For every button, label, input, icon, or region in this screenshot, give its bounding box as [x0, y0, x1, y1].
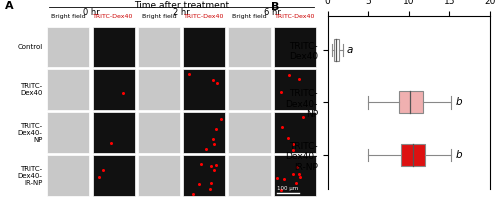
FancyBboxPatch shape [183, 155, 226, 196]
FancyBboxPatch shape [47, 27, 90, 67]
Text: TRITC-Dex40: TRITC-Dex40 [94, 14, 134, 19]
FancyBboxPatch shape [92, 27, 134, 67]
Text: Control: Control [17, 44, 42, 50]
Text: Bright field: Bright field [142, 14, 176, 19]
FancyBboxPatch shape [92, 112, 134, 153]
FancyBboxPatch shape [92, 155, 134, 196]
FancyBboxPatch shape [228, 27, 270, 67]
Text: A: A [5, 1, 14, 11]
Text: a: a [347, 45, 354, 55]
Text: 100 μm: 100 μm [278, 186, 298, 191]
Text: b: b [456, 150, 462, 160]
Text: TRITC-Dex40: TRITC-Dex40 [184, 14, 224, 19]
Text: TRITC-Dex40: TRITC-Dex40 [274, 14, 315, 19]
FancyBboxPatch shape [399, 91, 423, 113]
Text: TRITC-
Dex40: TRITC- Dex40 [20, 83, 42, 96]
FancyBboxPatch shape [92, 70, 134, 110]
FancyBboxPatch shape [47, 70, 90, 110]
Text: B: B [270, 2, 279, 12]
FancyBboxPatch shape [138, 112, 180, 153]
FancyBboxPatch shape [228, 112, 270, 153]
FancyBboxPatch shape [138, 155, 180, 196]
Text: Time after treatment: Time after treatment [134, 1, 229, 10]
Text: Bright field: Bright field [51, 14, 86, 19]
FancyBboxPatch shape [274, 27, 316, 67]
Text: 2 hr: 2 hr [173, 8, 190, 17]
FancyBboxPatch shape [274, 70, 316, 110]
FancyBboxPatch shape [274, 155, 316, 196]
Text: 0 hr: 0 hr [82, 8, 100, 17]
FancyBboxPatch shape [183, 112, 226, 153]
FancyBboxPatch shape [334, 39, 339, 61]
FancyBboxPatch shape [274, 112, 316, 153]
FancyBboxPatch shape [228, 70, 270, 110]
Text: TRITC-
Dex40-
IR-NP: TRITC- Dex40- IR-NP [18, 165, 42, 186]
FancyBboxPatch shape [47, 112, 90, 153]
Text: b: b [456, 98, 462, 107]
FancyBboxPatch shape [138, 70, 180, 110]
FancyBboxPatch shape [228, 155, 270, 196]
FancyBboxPatch shape [183, 27, 226, 67]
Text: Bright field: Bright field [232, 14, 267, 19]
FancyBboxPatch shape [138, 27, 180, 67]
FancyBboxPatch shape [183, 70, 226, 110]
Text: 6 hr: 6 hr [264, 8, 280, 17]
FancyBboxPatch shape [47, 155, 90, 196]
Text: TRITC-
Dex40-
NP: TRITC- Dex40- NP [18, 123, 42, 143]
FancyBboxPatch shape [400, 144, 425, 166]
